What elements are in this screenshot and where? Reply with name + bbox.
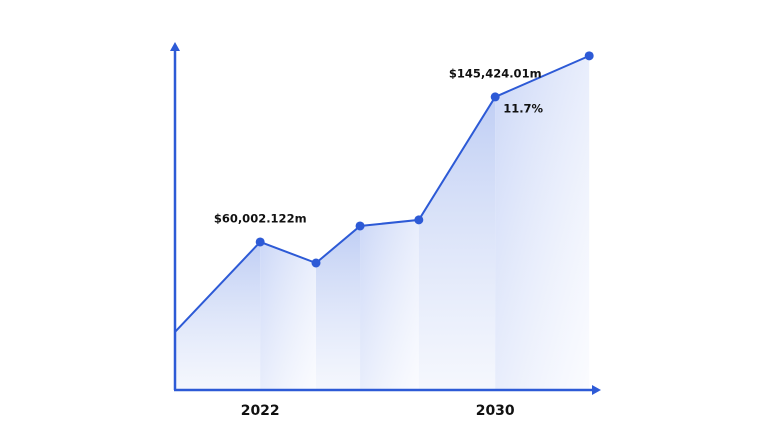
- area-band: [316, 225, 361, 390]
- value-label: $60,002.122m: [214, 211, 307, 225]
- x-axis-arrow: [592, 385, 601, 395]
- y-axis-arrow: [170, 42, 180, 51]
- area-band: [360, 219, 419, 390]
- point: [414, 215, 424, 225]
- line-group: [174, 51, 594, 333]
- point: [584, 51, 594, 61]
- x-tick-label: 2022: [241, 403, 280, 419]
- value-label: $145,424.01m: [449, 66, 542, 80]
- area-band: [175, 241, 261, 390]
- area-group: [175, 55, 590, 391]
- area-band: [418, 96, 496, 391]
- x-tick-label: 2030: [476, 403, 515, 419]
- area-band: [260, 241, 316, 390]
- annotation: 11.7%: [503, 101, 543, 115]
- point: [355, 221, 365, 231]
- point: [490, 92, 500, 102]
- point: [255, 237, 265, 247]
- point: [311, 258, 321, 268]
- area-band: [495, 55, 590, 390]
